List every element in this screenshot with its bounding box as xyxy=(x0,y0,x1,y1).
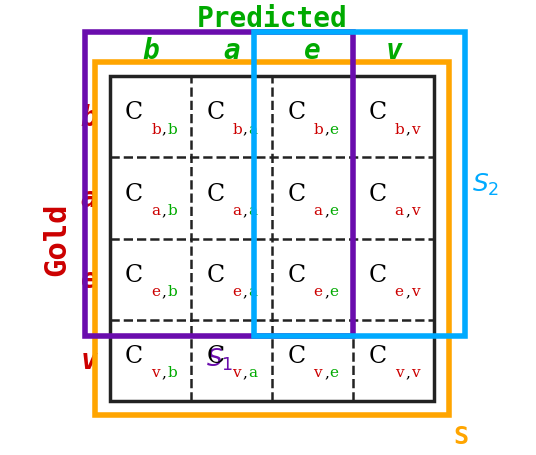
Text: ,: , xyxy=(405,365,410,379)
Text: a: a xyxy=(249,284,257,298)
Text: C: C xyxy=(287,101,306,124)
Text: b: b xyxy=(314,122,323,136)
Text: ,: , xyxy=(324,122,329,136)
Text: ,: , xyxy=(162,365,167,379)
Text: C: C xyxy=(125,263,143,286)
Text: C: C xyxy=(287,344,306,367)
Text: a: a xyxy=(314,203,323,217)
Text: b: b xyxy=(167,122,177,136)
Text: $S_1$: $S_1$ xyxy=(206,346,233,372)
Text: v: v xyxy=(314,365,322,379)
Text: C: C xyxy=(287,182,306,205)
Text: v: v xyxy=(411,284,420,298)
Text: v: v xyxy=(411,365,420,379)
Text: v: v xyxy=(232,365,241,379)
Text: ,: , xyxy=(324,203,329,217)
Text: e: e xyxy=(314,284,323,298)
Text: e: e xyxy=(151,284,160,298)
Text: e: e xyxy=(330,203,339,217)
Text: a: a xyxy=(249,122,257,136)
Bar xyxy=(95,62,449,415)
Text: e: e xyxy=(330,284,339,298)
Text: v: v xyxy=(394,365,403,379)
Text: C: C xyxy=(368,263,386,286)
Bar xyxy=(110,77,434,401)
Text: C: C xyxy=(125,101,143,124)
Text: a: a xyxy=(232,203,241,217)
Text: C: C xyxy=(368,101,386,124)
Text: a: a xyxy=(394,203,404,217)
Text: a: a xyxy=(81,185,98,212)
Text: b: b xyxy=(167,365,177,379)
Text: ,: , xyxy=(405,203,410,217)
Text: v: v xyxy=(81,347,98,374)
Text: C: C xyxy=(206,101,224,124)
Text: b: b xyxy=(167,203,177,217)
Text: e: e xyxy=(394,284,404,298)
Text: ,: , xyxy=(405,284,410,298)
Text: ,: , xyxy=(243,365,248,379)
Text: v: v xyxy=(385,37,402,65)
Text: $S_2$: $S_2$ xyxy=(472,171,499,197)
Text: S: S xyxy=(454,424,469,448)
Text: v: v xyxy=(411,203,420,217)
Text: ,: , xyxy=(162,122,167,136)
Text: b: b xyxy=(167,284,177,298)
Text: ,: , xyxy=(243,122,248,136)
Text: Gold: Gold xyxy=(42,202,71,276)
Text: a: a xyxy=(249,203,257,217)
Text: ,: , xyxy=(162,203,167,217)
Text: v: v xyxy=(151,365,160,379)
Text: b: b xyxy=(232,122,242,136)
Text: ,: , xyxy=(405,122,410,136)
Bar xyxy=(85,33,353,336)
Text: v: v xyxy=(411,122,420,136)
Text: ,: , xyxy=(324,284,329,298)
Text: a: a xyxy=(249,365,257,379)
Text: C: C xyxy=(368,344,386,367)
Text: C: C xyxy=(287,263,306,286)
Text: b: b xyxy=(81,104,98,131)
Text: ,: , xyxy=(324,365,329,379)
Text: ,: , xyxy=(162,284,167,298)
Text: ,: , xyxy=(243,203,248,217)
Text: C: C xyxy=(368,182,386,205)
Text: C: C xyxy=(125,344,143,367)
Text: e: e xyxy=(81,266,98,293)
Text: b: b xyxy=(142,37,159,65)
Text: b: b xyxy=(394,122,404,136)
Text: e: e xyxy=(330,122,339,136)
Text: a: a xyxy=(223,37,240,65)
Text: C: C xyxy=(206,263,224,286)
Text: a: a xyxy=(151,203,160,217)
Text: C: C xyxy=(125,182,143,205)
Text: b: b xyxy=(151,122,161,136)
Text: e: e xyxy=(232,284,241,298)
Text: e: e xyxy=(304,37,321,65)
Text: ,: , xyxy=(243,284,248,298)
Text: Predicted: Predicted xyxy=(197,5,347,33)
Text: e: e xyxy=(330,365,339,379)
Text: C: C xyxy=(206,344,224,367)
Text: C: C xyxy=(206,182,224,205)
Bar xyxy=(254,33,465,336)
